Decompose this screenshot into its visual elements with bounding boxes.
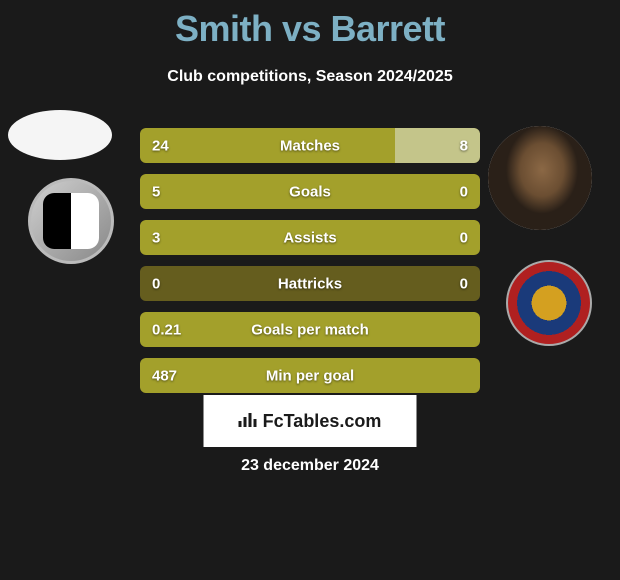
comparison-subtitle: Club competitions, Season 2024/2025 xyxy=(0,68,620,86)
stat-value-left: 3 xyxy=(152,229,160,246)
stat-value-left: 0 xyxy=(152,275,160,292)
stat-label: Goals per match xyxy=(251,321,369,338)
stat-row: 0 Hattricks 0 xyxy=(140,266,480,301)
stat-value-left: 0.21 xyxy=(152,321,181,338)
comparison-title: Smith vs Barrett xyxy=(0,8,620,50)
date-label: 23 december 2024 xyxy=(241,457,379,475)
stat-value-right: 0 xyxy=(460,275,468,292)
stat-value-right: 0 xyxy=(460,229,468,246)
stat-label: Min per goal xyxy=(266,367,354,384)
stat-value-left: 487 xyxy=(152,367,177,384)
stat-value-right: 0 xyxy=(460,183,468,200)
stat-label: Matches xyxy=(280,137,340,154)
stat-value-left: 5 xyxy=(152,183,160,200)
stat-bar-left xyxy=(140,128,395,163)
stat-row: 3 Assists 0 xyxy=(140,220,480,255)
stat-label: Hattricks xyxy=(278,275,342,292)
stat-value-right: 8 xyxy=(460,137,468,154)
stats-container: 24 Matches 8 5 Goals 0 3 Assists 0 0 Hattricks 0 0.2… xyxy=(0,128,620,393)
stat-label: Goals xyxy=(289,183,331,200)
stat-row: 24 Matches 8 xyxy=(140,128,480,163)
brand-attribution: FcTables.com xyxy=(204,395,417,447)
stat-row: 0.21 Goals per match xyxy=(140,312,480,347)
brand-text: FcTables.com xyxy=(263,411,382,432)
stat-label: Assists xyxy=(283,229,336,246)
stat-row: 487 Min per goal xyxy=(140,358,480,393)
chart-icon xyxy=(239,413,257,430)
stat-value-left: 24 xyxy=(152,137,169,154)
stat-row: 5 Goals 0 xyxy=(140,174,480,209)
